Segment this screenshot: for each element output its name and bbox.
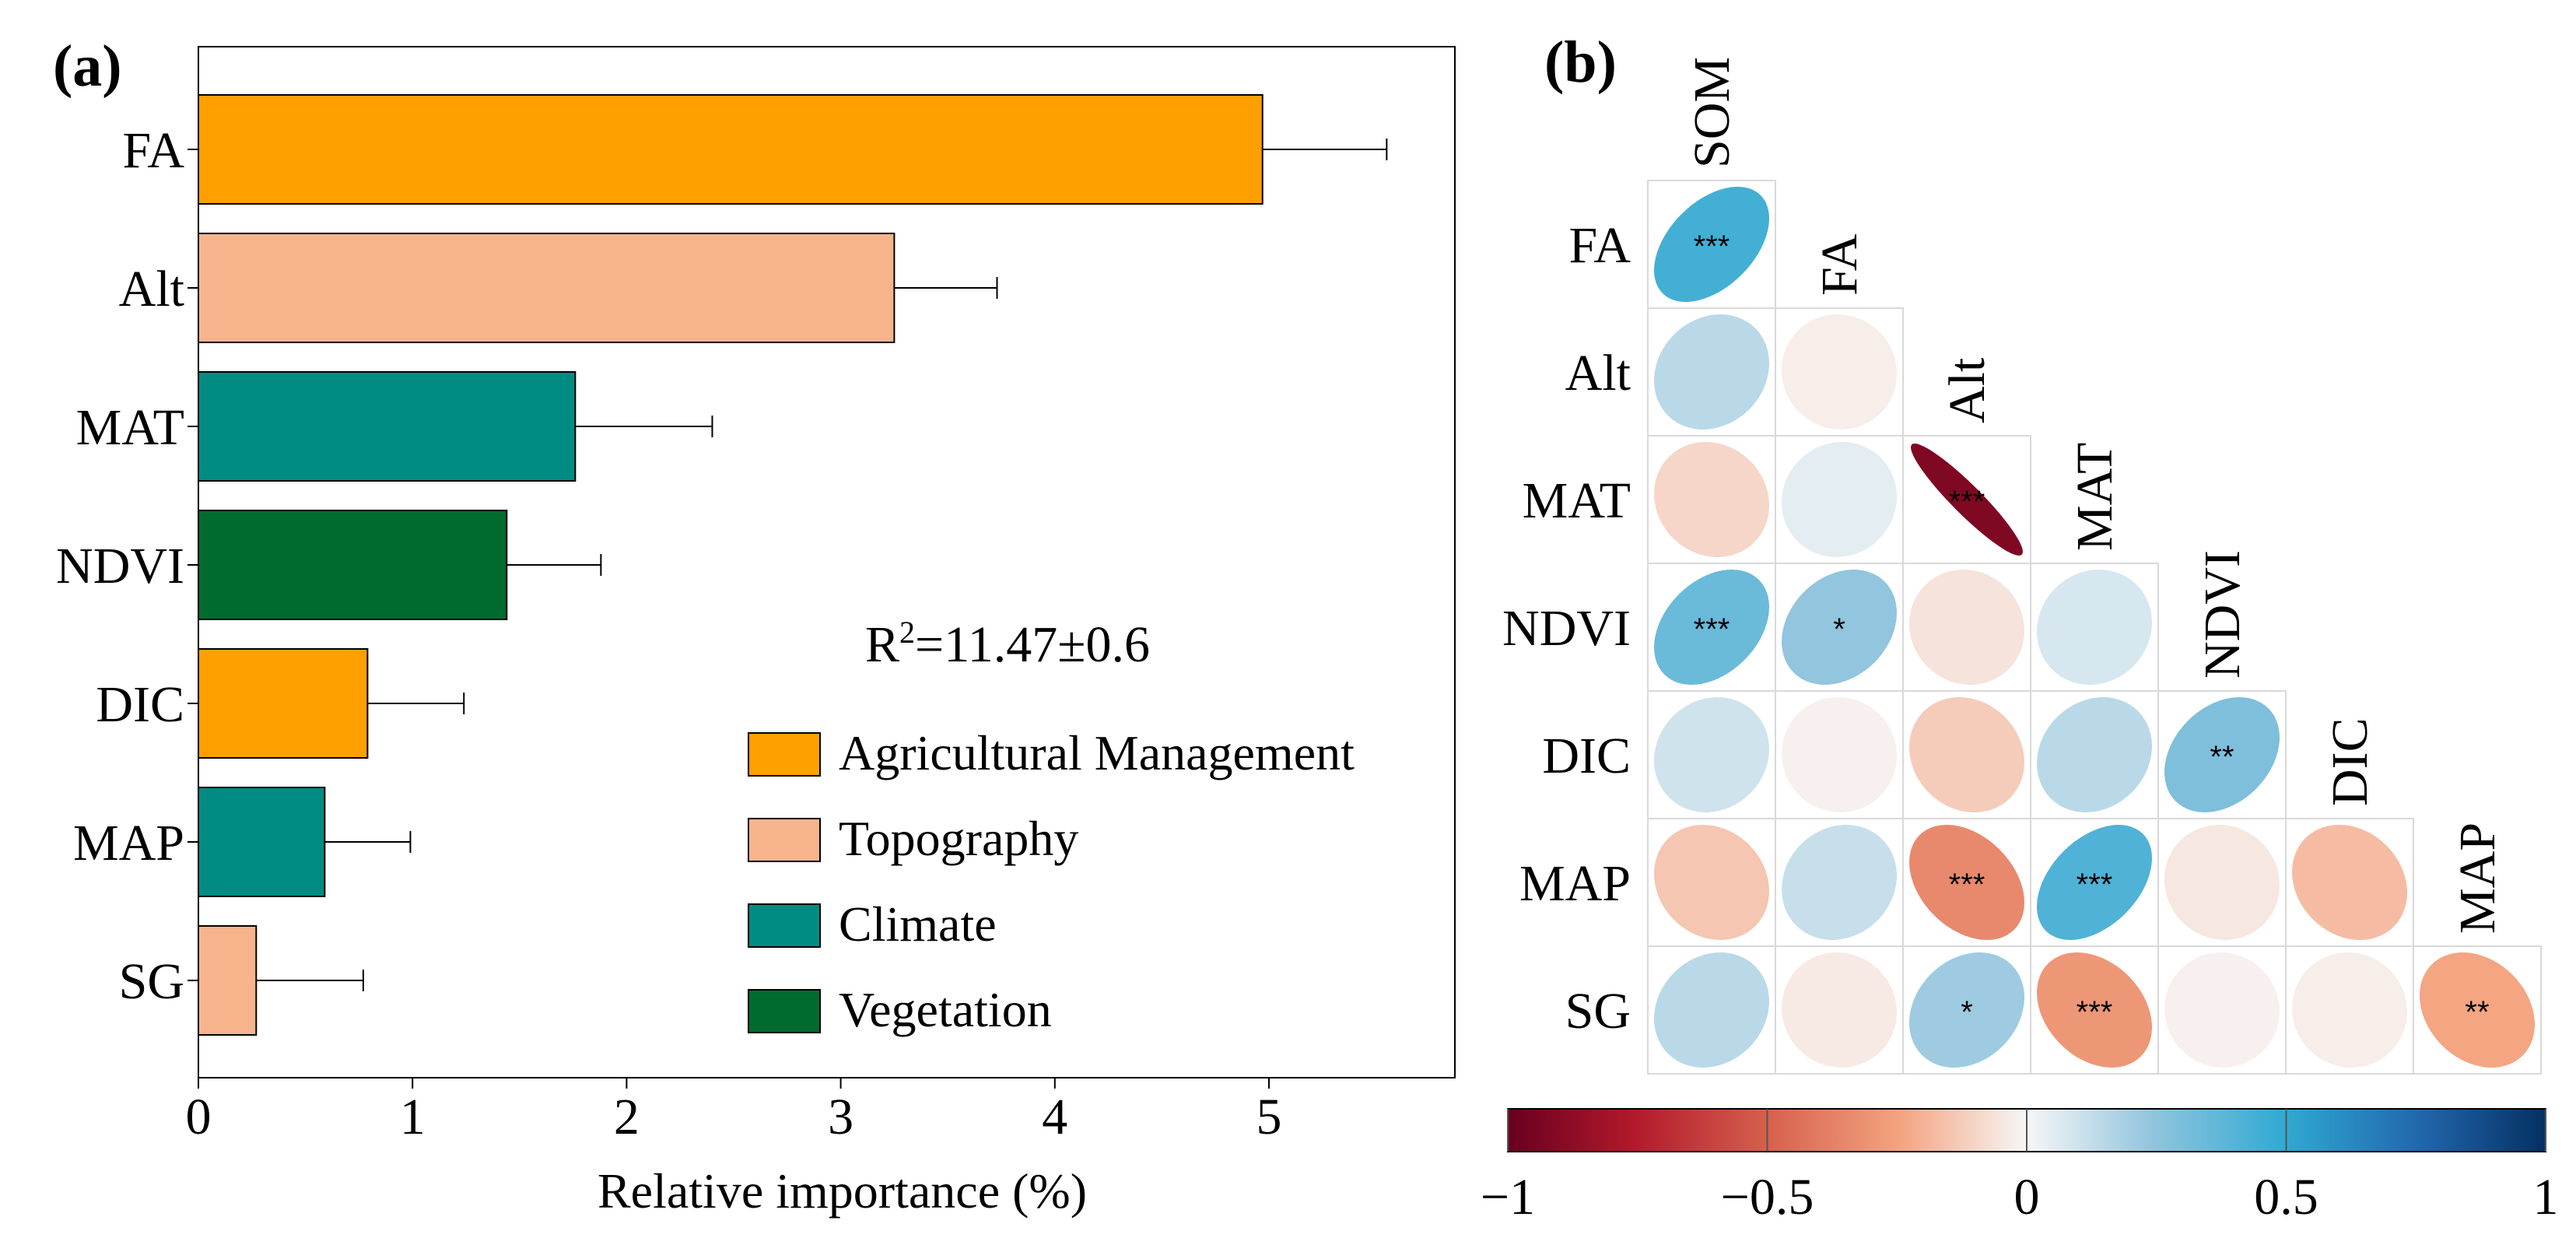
ellipse-map-alt	[1908, 825, 2024, 941]
ellipse-sg-dic	[2292, 952, 2408, 1068]
ellipse-mat-fa	[1782, 441, 1898, 557]
x-axis-title: Relative importance (%)	[598, 1163, 1087, 1219]
sig-ndvi-som: ***	[1694, 612, 1730, 647]
sig-fa-som: ***	[1694, 230, 1730, 264]
legend-label-climate: Climate	[839, 896, 997, 952]
sig-map-mat: ***	[2077, 868, 2113, 902]
ellipse-ndvi-alt	[1908, 569, 2024, 685]
col-label-fa: FA	[1811, 233, 1868, 296]
ellipse-map-dic	[2292, 825, 2408, 941]
col-label-alt: Alt	[1939, 358, 1996, 423]
colorbar-label-4: 1	[2533, 1169, 2559, 1226]
ellipse-map-som	[1653, 824, 1769, 940]
bar-fa	[198, 94, 1263, 205]
col-label-mat: MAT	[2066, 443, 2123, 551]
col-label-som: SOM	[1684, 57, 1740, 168]
ellipse-map-ndvi	[2164, 825, 2280, 941]
bar-ndvi	[198, 510, 508, 620]
legend-label-vegetation: Vegetation	[839, 982, 1052, 1037]
ellipse-sg-ndvi	[2164, 952, 2280, 1068]
y-tick-label-alt: Alt	[119, 261, 184, 317]
ellipse-alt-fa	[1781, 314, 1897, 430]
colorbar-label-2: 0	[2014, 1169, 2040, 1226]
ellipse-dic-som	[1654, 696, 1770, 812]
ellipse-sg-som	[1653, 952, 1769, 1068]
x-tick-label-3: 3	[828, 1089, 853, 1145]
ellipse-dic-alt	[1908, 697, 2024, 813]
legend-swatch-vegetation	[748, 989, 821, 1033]
x-tick-label-5: 5	[1256, 1089, 1282, 1145]
ellipse-alt-som	[1653, 314, 1769, 430]
r2-value: =11.47±0.6	[915, 616, 1150, 673]
ellipse-dic-mat	[2036, 697, 2152, 813]
x-tick-label-2: 2	[614, 1089, 640, 1145]
bar-alt	[198, 233, 895, 343]
row-label-dic: DIC	[1542, 728, 1631, 784]
r2-superscript: 2	[899, 615, 915, 650]
bar-map	[198, 787, 326, 897]
y-tick-label-map: MAP	[73, 815, 184, 872]
row-label-sg: SG	[1565, 983, 1631, 1040]
ellipse-mat-som	[1654, 442, 1770, 558]
y-tick-label-dic: DIC	[96, 676, 184, 733]
row-label-alt: Alt	[1565, 345, 1631, 402]
y-tick-label-mat: MAT	[76, 399, 184, 456]
colorbar-label-1: −0.5	[1721, 1169, 1814, 1226]
legend-swatch-climate	[748, 903, 821, 948]
legend-swatch-agri	[748, 732, 821, 777]
row-label-ndvi: NDVI	[1502, 600, 1631, 657]
ellipse-ndvi-fa	[1781, 570, 1897, 686]
legend-label-agri: Agricultural Management	[839, 725, 1355, 780]
bar-sg	[198, 925, 258, 1036]
col-label-dic: DIC	[2322, 717, 2378, 806]
sig-sg-mat: ***	[2077, 995, 2113, 1029]
ellipse-sg-map	[2419, 952, 2535, 1068]
legend-swatch-topo	[748, 818, 821, 862]
sig-map-alt: ***	[1949, 868, 1985, 902]
ellipse-dic-ndvi	[2164, 697, 2280, 813]
col-label-ndvi: NDVI	[2194, 550, 2251, 679]
ellipse-sg-fa	[1781, 952, 1897, 1068]
r2-symbol: R	[865, 616, 899, 673]
ellipse-sg-alt	[1909, 952, 2025, 1068]
bar-mat	[198, 371, 577, 482]
panel-label-b: (b)	[1544, 30, 1617, 95]
sig-sg-alt: *	[1961, 995, 1973, 1029]
ellipse-fa-som	[1653, 187, 1769, 303]
ellipse-ndvi-som	[1654, 569, 1770, 685]
ellipse-map-fa	[1781, 824, 1897, 940]
colorbar-label-0: −1	[1481, 1169, 1535, 1226]
ellipse-sg-mat	[2036, 952, 2152, 1068]
y-tick-label-fa: FA	[123, 122, 185, 179]
row-label-map: MAP	[1519, 855, 1631, 912]
row-label-fa: FA	[1569, 217, 1631, 274]
y-tick-label-sg: SG	[119, 953, 184, 1010]
sig-ndvi-fa: *	[1833, 612, 1845, 647]
legend-label-topo: Topography	[839, 811, 1078, 866]
y-tick-label-ndvi: NDVI	[56, 538, 184, 594]
ellipse-dic-fa	[1782, 696, 1898, 812]
col-label-map: MAP	[2449, 822, 2506, 934]
panel-a: (a)FA Alt MAT NDVI DIC MAP SG 0 1 2 3 4 5 Relative im…	[53, 33, 1456, 1219]
ellipse-map-mat	[2037, 825, 2153, 941]
bar-dic	[198, 648, 369, 759]
x-tick-label-1: 1	[400, 1089, 426, 1145]
sig-dic-ndvi: **	[2210, 740, 2234, 774]
x-tick-label-0: 0	[186, 1089, 212, 1145]
colorbar-label-3: 0.5	[2254, 1169, 2318, 1226]
sig-sg-map: **	[2465, 995, 2489, 1029]
r-squared-annotation: R2=11.47±0.6	[865, 615, 1150, 673]
x-tick-label-4: 4	[1042, 1089, 1067, 1145]
panel-label-a: (a)	[53, 33, 122, 99]
ellipse-mat-alt	[1911, 444, 2023, 556]
row-label-mat: MAT	[1523, 472, 1631, 529]
ellipse-ndvi-mat	[2036, 569, 2152, 686]
cell-sg-map	[2413, 945, 2542, 1075]
sig-mat-alt: ***	[1949, 485, 1985, 519]
